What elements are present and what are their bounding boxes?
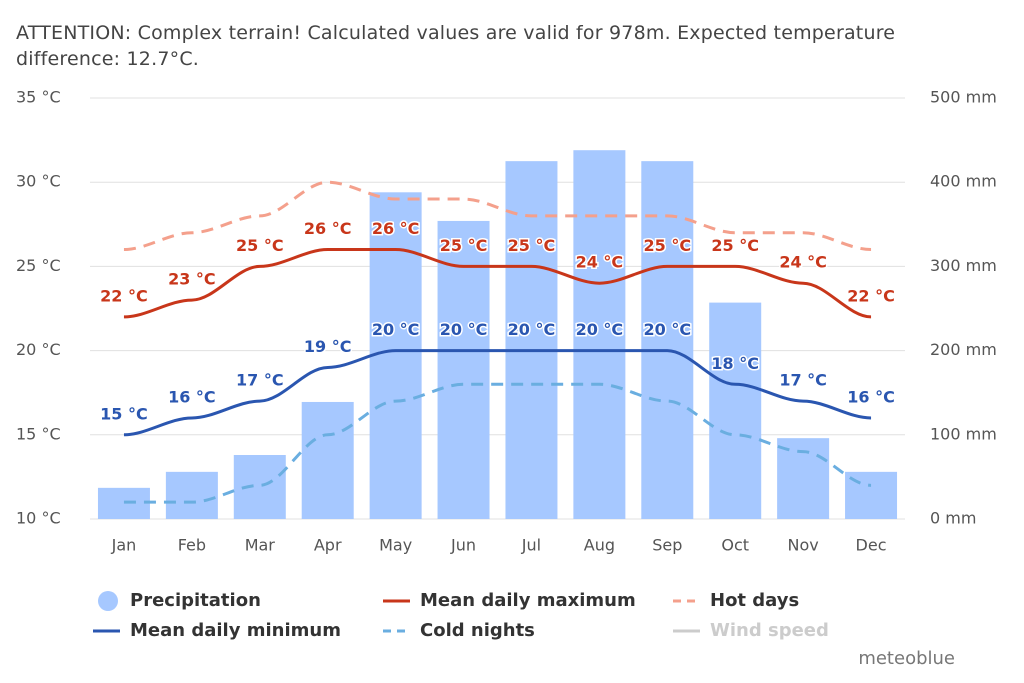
bar — [301, 401, 354, 519]
data-label: 22 °C — [847, 286, 895, 305]
credit: meteoblue — [858, 648, 955, 669]
chart-title: ATTENTION: Complex terrain! Calculated v… — [16, 22, 896, 70]
legend-label: Wind speed — [710, 620, 829, 641]
x-tick-label: Dec — [856, 536, 887, 555]
y2-tick-label: 400 mm — [930, 172, 997, 191]
bar — [165, 471, 218, 519]
data-label: 23 °C — [168, 270, 216, 289]
line — [123, 349, 872, 437]
data-label: 18 °C — [711, 354, 759, 373]
data-label: 20 °C — [644, 320, 692, 339]
data-label: 20 °C — [576, 320, 624, 339]
data-label: 15 °C — [100, 404, 148, 423]
data-label: 16 °C — [168, 387, 216, 406]
x-tick-label: Jan — [111, 536, 137, 555]
data-label: 25 °C — [236, 236, 284, 255]
data-label: 17 °C — [779, 371, 827, 390]
legend-label: Mean daily maximum — [420, 590, 636, 611]
data-label: 25 °C — [711, 236, 759, 255]
data-label: 22 °C — [100, 286, 148, 305]
x-tick-label: Jun — [450, 536, 476, 555]
line — [123, 382, 872, 504]
y2-tick-label: 200 mm — [930, 340, 997, 359]
y-tick-label: 30 °C — [16, 172, 61, 191]
y-tick-label: 25 °C — [16, 256, 61, 275]
bar — [437, 220, 490, 519]
data-label: 25 °C — [644, 236, 692, 255]
data-label: 19 °C — [304, 337, 352, 356]
x-tick-label: Apr — [314, 536, 342, 555]
data-label: 20 °C — [372, 320, 420, 339]
bar — [709, 302, 762, 519]
legend-swatch — [98, 591, 118, 611]
y-tick-label: 15 °C — [16, 424, 61, 443]
x-tick-label: Nov — [788, 536, 819, 555]
y-tick-label: 20 °C — [16, 340, 61, 359]
data-label: 26 °C — [304, 219, 352, 238]
data-label: 25 °C — [508, 236, 556, 255]
y2-tick-label: 500 mm — [930, 88, 997, 107]
bar — [641, 161, 694, 519]
legend-label: Cold nights — [420, 620, 535, 641]
y2-tick-label: 300 mm — [930, 256, 997, 275]
data-label: 25 °C — [440, 236, 488, 255]
line — [123, 248, 872, 319]
x-tick-label: Mar — [245, 536, 276, 555]
bar — [505, 161, 558, 519]
data-label: 24 °C — [576, 253, 624, 272]
bar — [369, 192, 422, 519]
data-label: 20 °C — [508, 320, 556, 339]
x-tick-label: Sep — [652, 536, 682, 555]
legend-label: Precipitation — [130, 590, 261, 611]
y2-tick-label: 100 mm — [930, 424, 997, 443]
data-label: 24 °C — [779, 253, 827, 272]
x-tick-label: Feb — [178, 536, 206, 555]
data-label: 26 °C — [372, 219, 420, 238]
y-tick-label: 10 °C — [16, 509, 61, 528]
bar — [573, 150, 626, 520]
x-tick-label: Oct — [721, 536, 749, 555]
y2-tick-label: 0 mm — [930, 509, 976, 528]
x-tick-label: Aug — [584, 536, 615, 555]
line — [123, 180, 872, 252]
data-label: 20 °C — [440, 320, 488, 339]
x-tick-label: May — [379, 536, 412, 555]
x-tick-label: Jul — [521, 536, 541, 555]
data-label: 17 °C — [236, 371, 284, 390]
y-tick-label: 35 °C — [16, 88, 61, 107]
legend-label: Mean daily minimum — [130, 620, 341, 641]
data-label: 16 °C — [847, 387, 895, 406]
legend-label: Hot days — [710, 590, 799, 611]
